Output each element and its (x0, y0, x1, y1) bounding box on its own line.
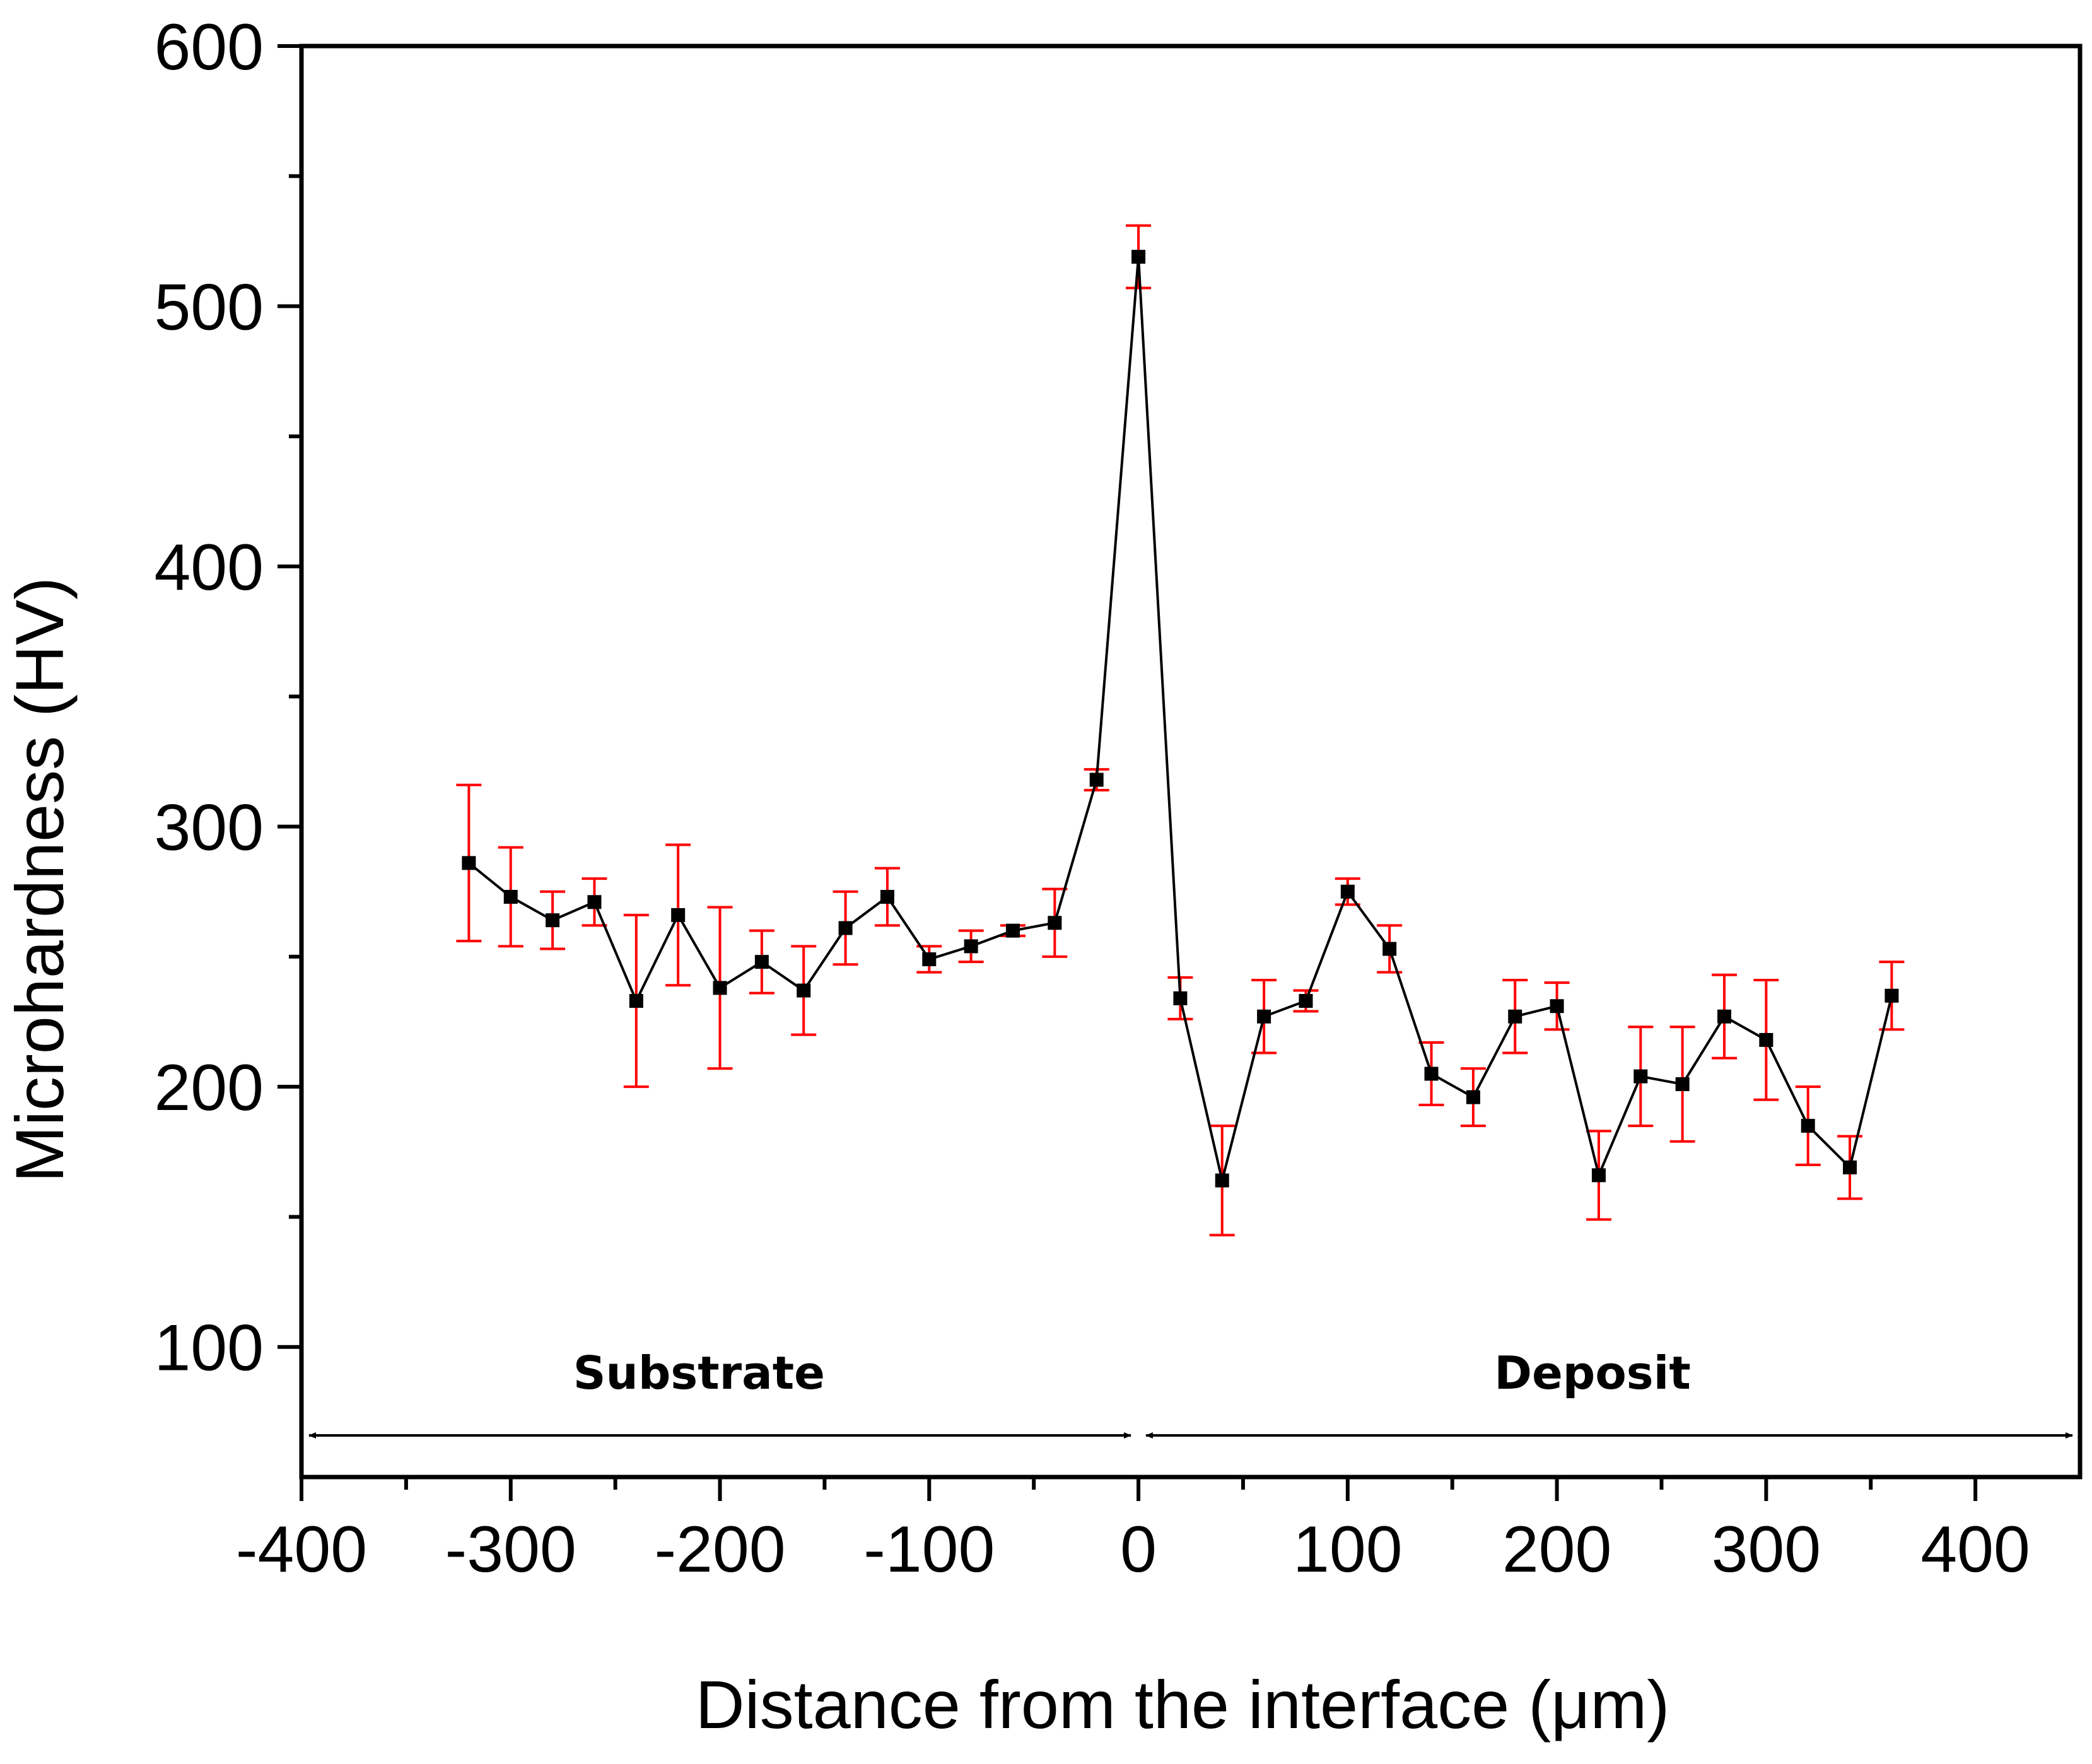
region-label-substrate: Substrate (573, 1346, 825, 1399)
y-axis-title: Microhardness (HV) (1, 577, 78, 1183)
series-line (468, 255, 1893, 1182)
y-tick-label: 400 (154, 531, 264, 604)
y-tick-label: 600 (154, 11, 264, 84)
x-tick-label: 100 (1293, 1513, 1403, 1586)
data-point (1591, 1168, 1606, 1183)
data-point (1801, 1119, 1815, 1133)
x-tick-label: -300 (445, 1513, 576, 1586)
data-point (671, 908, 686, 922)
data-point (1382, 942, 1397, 956)
data-point (1717, 1009, 1731, 1024)
x-tick-label: 0 (1120, 1513, 1157, 1586)
x-tick-label: -100 (863, 1513, 995, 1586)
data-point (922, 952, 937, 967)
y-tick-label: 200 (154, 1051, 264, 1124)
data-point (462, 856, 476, 870)
data-point (1466, 1090, 1480, 1104)
data-point (503, 890, 518, 904)
y-tick-label: 100 (154, 1312, 264, 1385)
y-tick-label: 300 (154, 791, 264, 865)
data-point (880, 890, 894, 904)
data-point (1299, 994, 1313, 1008)
data-point (754, 955, 769, 969)
data-point (1340, 884, 1355, 899)
data-point (1885, 988, 1899, 1003)
data-point (1759, 1032, 1774, 1047)
x-tick-label: -400 (236, 1513, 367, 1586)
data-point (838, 921, 853, 935)
x-axis-title: Distance from the interface (μm) (696, 1666, 1670, 1743)
region-label-deposit: Deposit (1494, 1346, 1691, 1399)
data-point (1843, 1160, 1857, 1175)
data-point (1131, 250, 1146, 264)
data-point (1550, 999, 1564, 1013)
data-point (713, 981, 727, 995)
data-point (629, 994, 643, 1008)
data-point (1089, 773, 1104, 787)
data-point (1633, 1069, 1648, 1084)
x-tick-label: 300 (1712, 1513, 1821, 1586)
x-tick-label: 200 (1502, 1513, 1612, 1586)
data-point (546, 913, 560, 928)
data-point (1048, 916, 1062, 930)
data-point (1173, 991, 1188, 1005)
x-tick-label: -200 (654, 1513, 785, 1586)
data-point (1675, 1077, 1690, 1092)
data-point (587, 895, 602, 909)
plot-frame (299, 44, 2083, 1480)
data-point (964, 939, 978, 954)
data-point (1508, 1009, 1522, 1024)
x-tick-label: 400 (1920, 1513, 2030, 1586)
data-point (797, 983, 811, 998)
data-point (1424, 1066, 1439, 1081)
y-tick-label: 500 (154, 271, 264, 344)
data-point (1006, 923, 1020, 938)
data-point (1257, 1009, 1271, 1024)
data-point (1215, 1173, 1229, 1188)
